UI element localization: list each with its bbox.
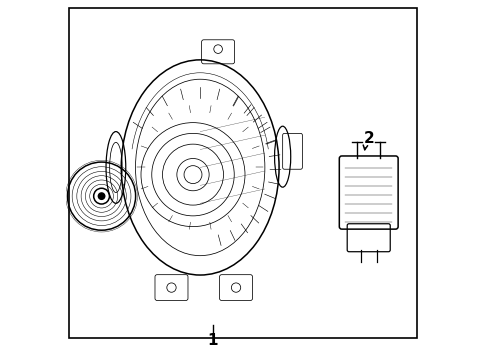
- Text: 1: 1: [207, 333, 218, 348]
- Circle shape: [98, 193, 105, 199]
- Text: 2: 2: [364, 131, 374, 146]
